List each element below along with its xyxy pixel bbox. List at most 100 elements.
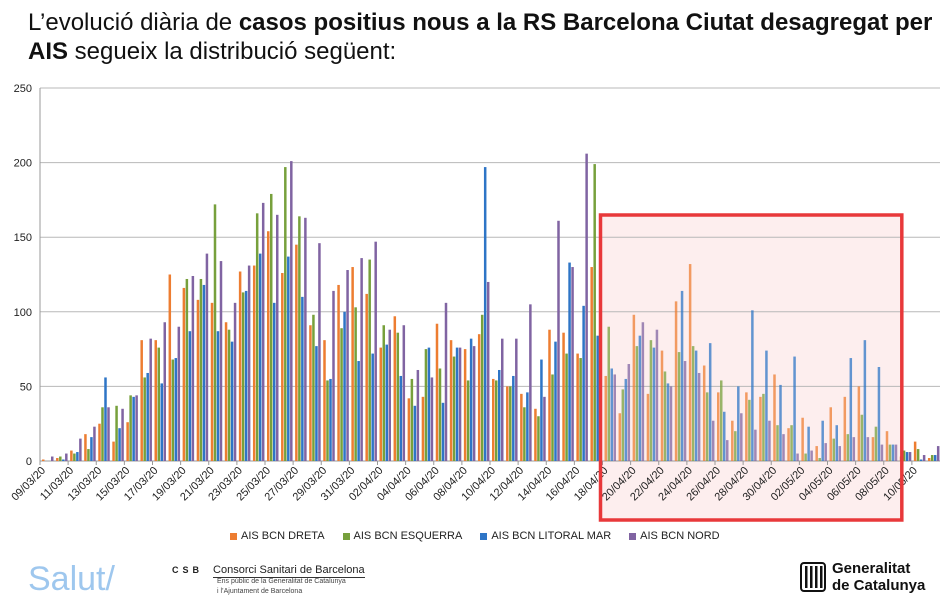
bar-ais-bcn-dreta [210,302,214,461]
bar-ais-bcn-esquerra [790,425,793,461]
bar-ais-bcn-esquerra [691,346,695,461]
salut-logo: Salut/ [28,560,115,598]
bar-ais-bcn-litoral-mar [273,302,276,461]
bar-ais-bcn-dreta [463,349,467,461]
bar-ais-bcn-litoral-mar [582,305,585,461]
bar-ais-bcn-dreta [70,450,73,461]
bar-ais-bcn-litoral-mar [694,350,698,461]
bar-ais-bcn-dreta [702,365,706,461]
bar-ais-bcn-nord [219,261,223,461]
bar-ais-bcn-esquerra [649,340,653,461]
bar-ais-bcn-esquerra [340,328,343,461]
bar-ais-bcn-litoral-mar [258,253,262,461]
y-tick-label: 0 [26,456,32,468]
bar-ais-bcn-nord [669,386,673,461]
bar-ais-bcn-litoral-mar [526,392,529,461]
bar-ais-bcn-dreta [267,231,270,461]
y-tick-label: 100 [14,307,32,319]
bar-ais-bcn-nord [655,329,659,461]
bar-ais-bcn-dreta [815,446,818,461]
bar-ais-bcn-nord [515,338,518,461]
bar-ais-bcn-nord [571,267,574,461]
bar-ais-bcn-nord [838,446,841,461]
bar-ais-bcn-nord [93,426,96,461]
bar-ais-bcn-nord [65,453,68,461]
bar-ais-bcn-dreta [309,325,312,461]
bar-ais-bcn-nord [177,326,181,461]
bar-ais-bcn-nord [374,241,377,461]
bar-ais-bcn-esquerra [143,377,146,461]
bar-ais-bcn-esquerra [312,314,315,461]
legend-item: AIS BCN LITORAL MAR [480,530,611,542]
bar-ais-bcn-nord [543,396,546,461]
bar-ais-bcn-litoral-mar [371,353,374,461]
bar-ais-bcn-nord [135,395,138,461]
bar-ais-bcn-esquerra [818,458,821,461]
bar-ais-bcn-dreta [520,393,523,461]
bar-ais-bcn-dreta [660,350,664,461]
generalitat-emblem-icon [800,562,826,592]
bar-ais-bcn-dreta [745,392,748,461]
bar-ais-bcn-litoral-mar [385,344,388,461]
bar-ais-bcn-litoral-mar [469,338,473,461]
csb-sub1: Ens públic de la Generalitat de Cataluny… [217,578,346,585]
bar-ais-bcn-dreta [618,413,622,461]
bar-ais-bcn-dreta [196,299,200,461]
bar-ais-bcn-litoral-mar [624,378,628,461]
bar-ais-bcn-dreta [224,322,228,461]
bar-ais-bcn-nord [585,153,588,461]
bar-ais-bcn-esquerra [213,204,217,461]
bar-ais-bcn-nord [866,437,870,461]
bar-ais-bcn-nord [683,361,687,461]
bar-ais-bcn-litoral-mar [638,335,642,461]
bar-ais-bcn-dreta [323,340,326,461]
y-tick-label: 250 [14,83,32,95]
bar-ais-bcn-esquerra [452,356,456,461]
bar-ais-bcn-dreta [140,340,143,461]
bar-ais-bcn-nord [304,217,307,461]
bar-ais-bcn-esquerra [227,329,231,461]
bar-ais-bcn-esquerra [593,164,596,462]
bar-ais-bcn-dreta [857,386,861,461]
slide-title: L’evolució diària de casos positius nous… [28,8,938,66]
bar-ais-bcn-dreta [393,316,397,461]
bar-ais-bcn-litoral-mar [723,411,726,461]
bar-ais-bcn-esquerra [509,386,512,461]
bar-ais-bcn-litoral-mar [849,358,853,461]
bar-ais-bcn-nord [261,202,265,461]
bar-ais-bcn-litoral-mar [498,369,501,461]
bar-ais-bcn-dreta [365,293,368,461]
bar-ais-bcn-nord [79,438,82,461]
bar-ais-bcn-litoral-mar [652,347,656,461]
bar-ais-bcn-litoral-mar [455,347,459,461]
bar-ais-bcn-esquerra [495,380,498,461]
bar-ais-bcn-nord [796,453,799,461]
bar-ais-bcn-esquerra [466,380,470,461]
bar-ais-bcn-dreta [829,407,832,461]
bar-ais-bcn-nord [754,429,757,461]
bar-ais-bcn-dreta [632,314,636,461]
bar-ais-bcn-dreta [801,417,804,461]
bar-ais-bcn-dreta [295,244,298,461]
bar-ais-bcn-litoral-mar [863,340,867,461]
bar-ais-bcn-litoral-mar [919,459,923,461]
bar-ais-bcn-esquerra [748,399,751,461]
legend-label: AIS BCN ESQUERRA [353,530,463,542]
bar-ais-bcn-nord [276,214,279,461]
bar-ais-bcn-litoral-mar [329,378,332,461]
legend-swatch [629,532,637,540]
bar-ais-bcn-dreta [576,353,579,461]
legend-label: AIS BCN DRETA [241,530,325,542]
bar-ais-bcn-litoral-mar [891,444,895,461]
bar-ais-bcn-litoral-mar [905,452,909,461]
bar-ais-bcn-litoral-mar [568,262,571,461]
legend-label: AIS BCN LITORAL MAR [491,530,612,542]
bar-ais-bcn-esquerra [241,292,245,461]
generalitat-logo: Generalitat de Catalunya [800,560,925,594]
bar-ais-bcn-esquerra [101,407,104,461]
bar-ais-bcn-esquerra [73,453,76,461]
bar-ais-bcn-litoral-mar [666,383,670,461]
bar-ais-bcn-esquerra [860,414,864,461]
gen-line1: Generalitat [832,560,911,577]
bar-ais-bcn-nord [149,338,152,461]
